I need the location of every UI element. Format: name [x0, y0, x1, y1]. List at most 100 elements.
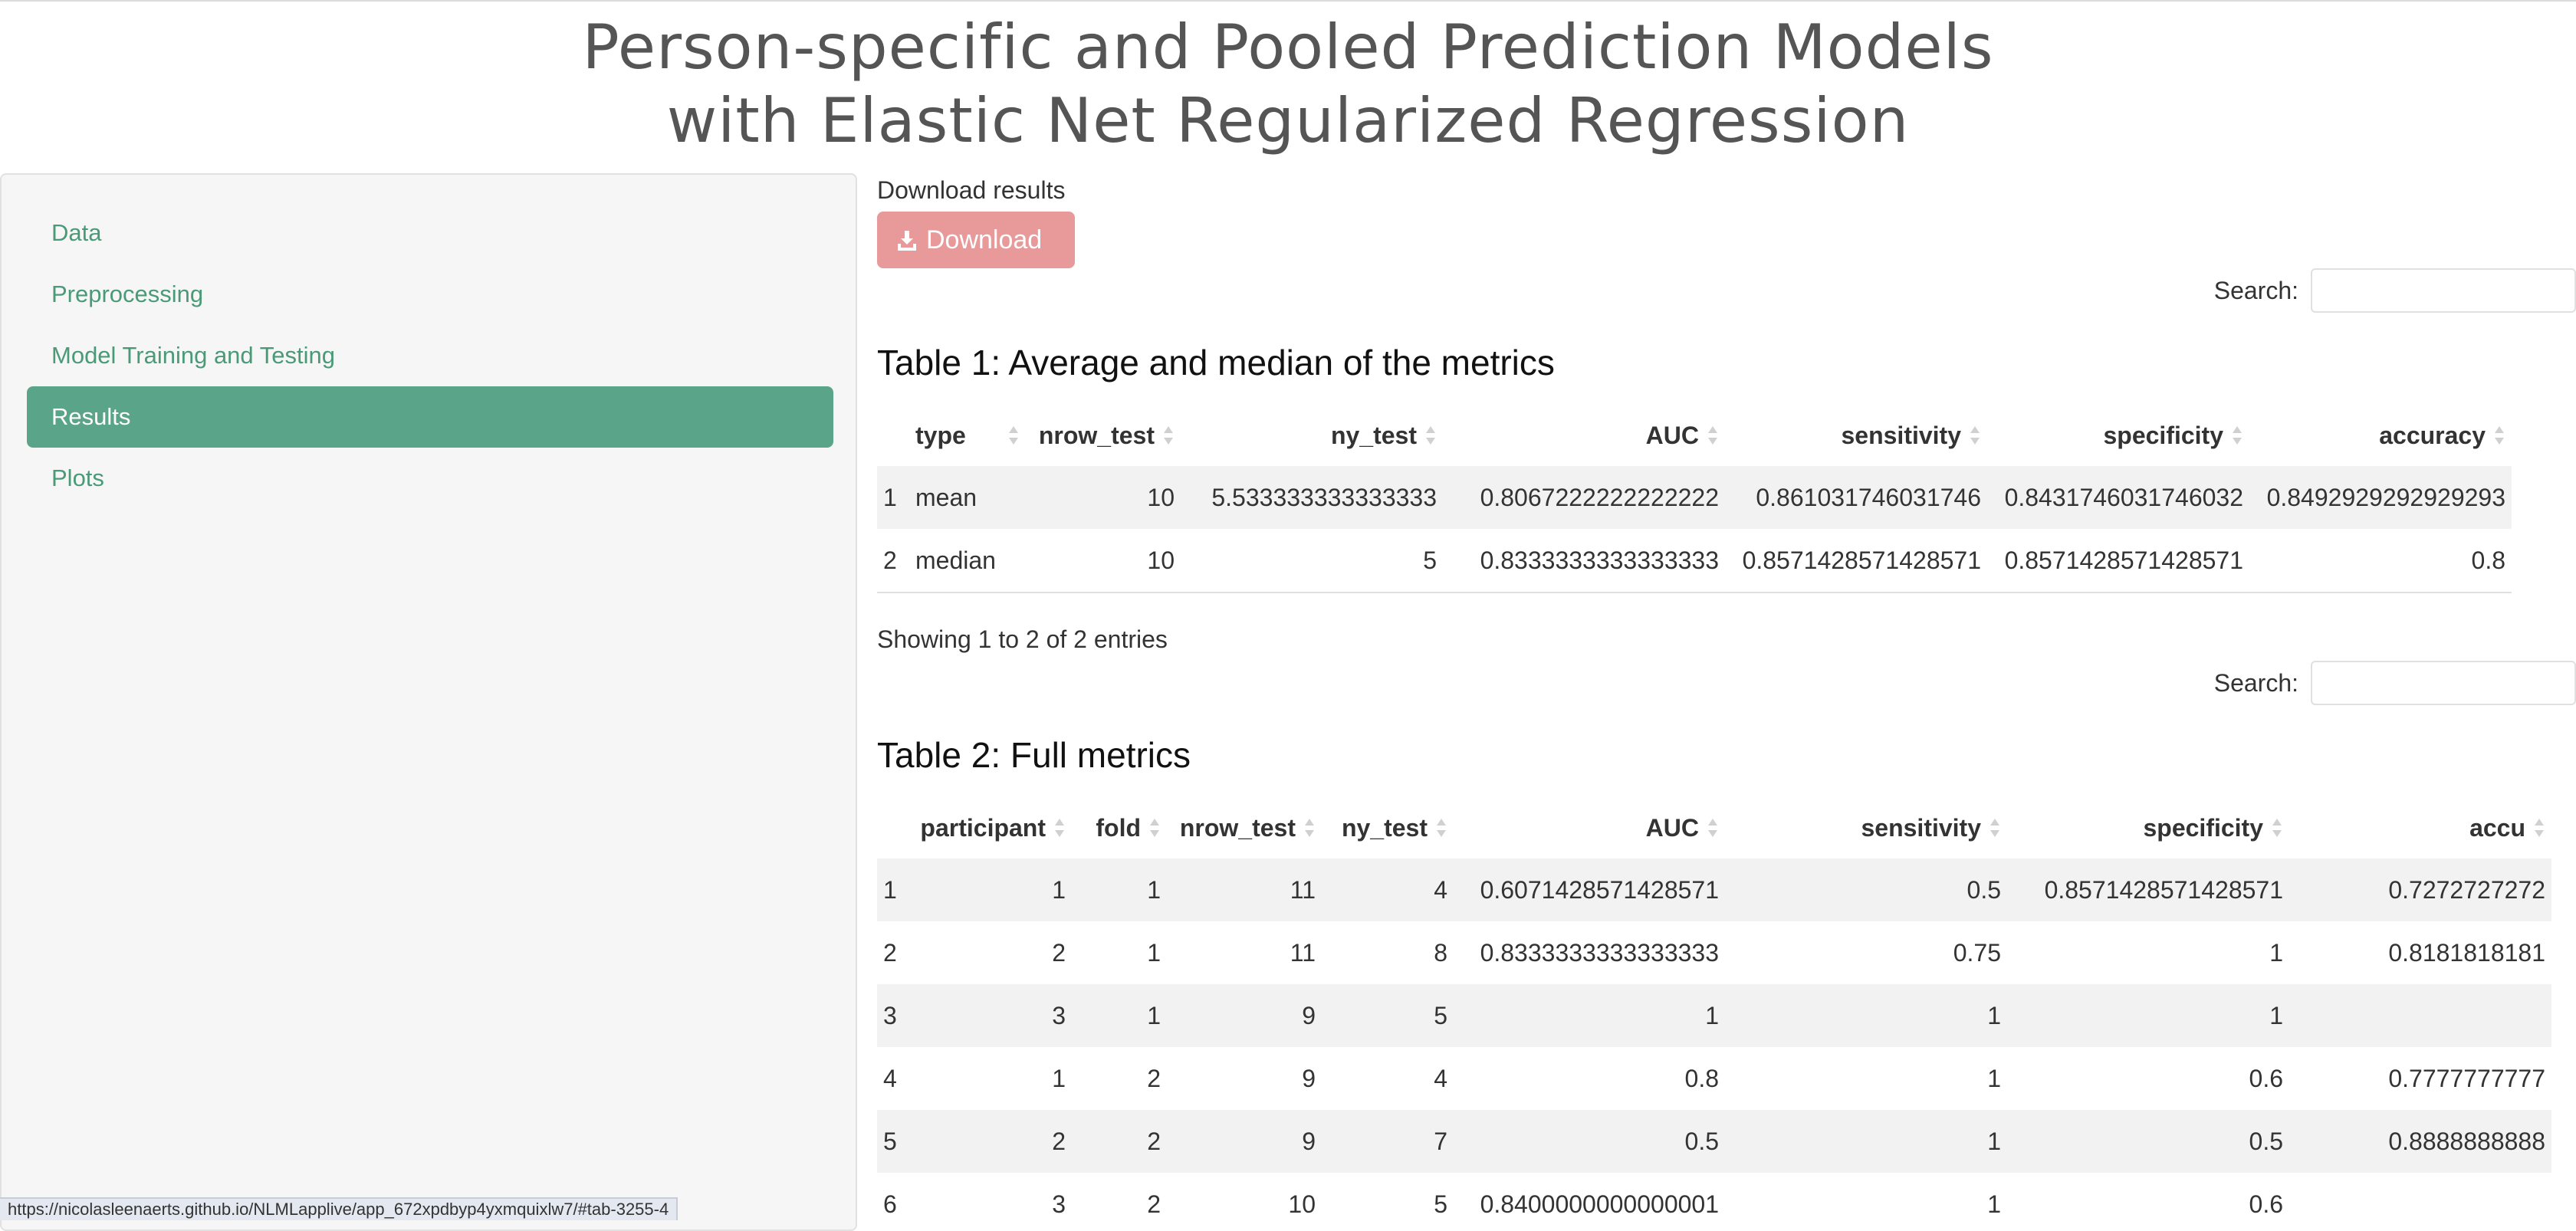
table-cell: 4 — [1434, 875, 1447, 904]
table-cell: 8 — [1434, 938, 1447, 967]
table1-search: Search: — [2214, 268, 2576, 313]
table-cell: mean — [915, 483, 978, 511]
table-cell: 0.8 — [1684, 1064, 1719, 1092]
table-cell: 0.8571428571428571 — [2044, 875, 2283, 904]
table2-col-auc[interactable]: AUC — [1454, 797, 1725, 858]
table2-col-ny-test[interactable]: ny_test — [1322, 797, 1454, 858]
table-row: 1 mean 10 5.533333333333333 0.80672222222222… — [877, 466, 2512, 529]
table-cell: 11 — [1290, 938, 1316, 967]
sort-icon — [1305, 819, 1314, 837]
table-cell: 0.8492929292929293 — [2266, 483, 2505, 511]
table-cell: 0.5 — [2249, 1127, 2283, 1155]
table-cell: 4 — [883, 1064, 897, 1092]
sidebar-item-results[interactable]: Results — [27, 386, 833, 448]
table-row: 2 2 1 11 8 0.8333333333333333 0.75 1 0.818181818… — [877, 921, 2551, 984]
table-cell: 0.8067222222222222 — [1480, 483, 1719, 511]
sort-icon — [2535, 819, 2544, 837]
page-title: Person-specific and Pooled Prediction Mo… — [0, 11, 2576, 158]
table-cell: 0.8181818181 — [2388, 938, 2545, 967]
sidebar-item-preprocessing[interactable]: Preprocessing — [51, 281, 204, 307]
sort-icon — [1708, 819, 1717, 837]
table-row: 1 1 1 11 4 0.6071428571428571 0.5 0.85714285714… — [877, 858, 2551, 921]
table-cell: median — [909, 529, 1026, 593]
table-cell: 5 — [1181, 529, 1443, 593]
table-cell: 5.533333333333333 — [1211, 483, 1437, 511]
table2-col-label: specificity — [2143, 813, 2263, 842]
table1-col-label: nrow_test — [1038, 421, 1155, 449]
table2-col-label: nrow_test — [1179, 813, 1296, 842]
table1-col-accuracy[interactable]: accuracy — [2249, 405, 2512, 466]
sidebar-item-plots[interactable]: Plots — [51, 464, 104, 491]
download-button[interactable]: Download — [877, 212, 1075, 268]
sidebar-item-model-training[interactable]: Model Training and Testing — [51, 342, 335, 369]
table-cell: 0.861031746031746 — [1756, 483, 1981, 511]
table-cell: 0.5 — [1684, 1127, 1719, 1155]
table-cell: 0.8333333333333333 — [1443, 529, 1725, 593]
table2-search-input[interactable] — [2311, 661, 2576, 705]
table-row: 6 3 2 10 5 0.8400000000000001 1 0.6 — [877, 1173, 2551, 1219]
table1-col-index — [877, 405, 909, 466]
sidebar-item-data[interactable]: Data — [51, 219, 102, 246]
table2-col-label: accu — [2469, 813, 2525, 842]
table-cell: 4 — [1434, 1064, 1447, 1092]
table-cell: 1 — [1147, 875, 1161, 904]
table-cell: 10 — [1147, 483, 1175, 511]
table1: type nrow_test ny_test AUC sensitivity s… — [877, 405, 2512, 593]
table2-col-label: ny_test — [1341, 813, 1428, 842]
table2-title: Table 2: Full metrics — [877, 735, 1191, 775]
table2-col-label: sensitivity — [1861, 813, 1981, 842]
table2-col-fold[interactable]: fold — [1072, 797, 1167, 858]
table2-col-specificity[interactable]: specificity — [2007, 797, 2289, 858]
table1-col-nrow-test[interactable]: nrow_test — [1026, 405, 1181, 466]
table-cell: 1 — [1725, 1173, 2007, 1219]
table1-col-label: AUC — [1645, 421, 1699, 449]
table-cell — [2289, 1173, 2551, 1219]
table-cell: 2 — [883, 938, 897, 967]
table-cell: 10 — [1167, 1173, 1322, 1219]
table-cell: 2 — [1052, 938, 1066, 967]
table-cell: 1 — [2269, 938, 2283, 967]
sort-icon — [1150, 819, 1159, 837]
table1-col-sensitivity[interactable]: sensitivity — [1725, 405, 1987, 466]
table1-col-ny-test[interactable]: ny_test — [1181, 405, 1443, 466]
download-button-label: Download — [926, 225, 1043, 254]
download-icon — [898, 231, 916, 251]
table-cell: 0.6 — [2249, 1064, 2283, 1092]
table2-body: 1 1 1 11 4 0.6071428571428571 0.5 0.85714285714… — [877, 858, 2551, 1219]
table-cell: 2 — [1147, 1064, 1161, 1092]
table-cell: 1 — [1147, 938, 1161, 967]
table-cell: 0.75 — [1953, 938, 2001, 967]
table-cell: 1 — [1052, 875, 1066, 904]
table-cell: 2 — [1052, 1127, 1066, 1155]
table1-col-auc[interactable]: AUC — [1443, 405, 1725, 466]
sort-icon — [1970, 426, 1980, 445]
table-cell: 1 — [1052, 1064, 1066, 1092]
table2-col-participant[interactable]: participant — [909, 797, 1072, 858]
table-cell: 2 — [1072, 1173, 1167, 1219]
sort-icon — [1426, 426, 1435, 445]
sort-icon — [1708, 426, 1717, 445]
page-title-line-1: Person-specific and Pooled Prediction Mo… — [582, 11, 1994, 83]
table-cell — [2289, 984, 2551, 1047]
table2-col-label: fold — [1096, 813, 1141, 842]
table-cell: 0.8571428571428571 — [1987, 529, 2249, 593]
table-cell: 0.8400000000000001 — [1454, 1173, 1725, 1219]
table-cell: 2 — [877, 529, 909, 593]
table2-col-accuracy[interactable]: accu — [2289, 797, 2551, 858]
table-cell: 0.8571428571428571 — [1725, 529, 1987, 593]
main-panel: Download results Download Search: Table … — [877, 173, 2576, 1219]
table-cell: 0.8333333333333333 — [1480, 938, 1719, 967]
table1-col-specificity[interactable]: specificity — [1987, 405, 2249, 466]
table2-col-label: AUC — [1645, 813, 1699, 842]
table2-col-nrow-test[interactable]: nrow_test — [1167, 797, 1322, 858]
table1-col-type[interactable]: type — [909, 405, 1026, 466]
table-cell: 1 — [1987, 1064, 2001, 1092]
table-cell: 0.8888888888 — [2388, 1127, 2545, 1155]
table-cell: 9 — [1302, 1127, 1316, 1155]
table-cell: 1 — [1147, 1001, 1161, 1029]
table2-col-sensitivity[interactable]: sensitivity — [1725, 797, 2007, 858]
table1-col-label: type — [915, 421, 966, 449]
table2-search-label: Search: — [2213, 668, 2298, 697]
sidebar: Data Preprocessing Model Training and Te… — [0, 173, 857, 1231]
table1-search-input[interactable] — [2311, 268, 2576, 313]
